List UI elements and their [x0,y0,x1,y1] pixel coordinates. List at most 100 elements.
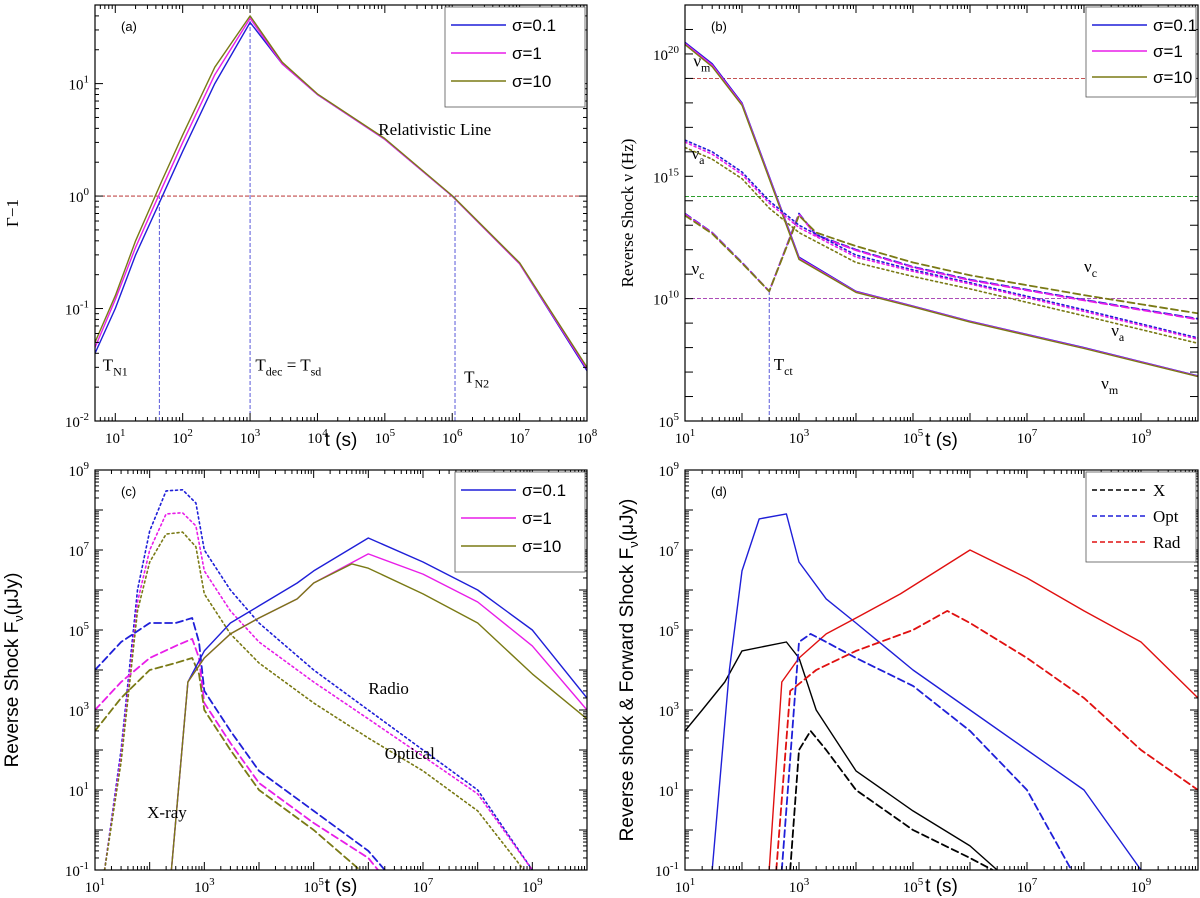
plot-area [685,513,1198,870]
text-part: ν [691,144,699,163]
x-tick-label: 101 [85,876,106,896]
x-tick-label: 101 [105,427,126,447]
tick-base: 10 [659,464,674,480]
x-tick-label: 103 [194,876,215,896]
tick-base: 10 [69,624,84,640]
x-tick-label: 106 [442,427,463,447]
tick-exponent: 3 [209,876,215,888]
tick-exponent: 5 [674,620,680,632]
text-part: c [1092,266,1097,280]
tick-exponent: 0 [84,186,90,198]
annotation: νa [1111,321,1125,344]
tick-exponent: 7 [674,540,680,552]
text-part: ct [784,364,793,378]
x-tick-label: 101 [675,427,696,447]
text-part: X-ray [147,803,187,822]
series-line [685,139,1198,339]
legend-label: σ=1 [1153,42,1183,61]
x-tick-label: 102 [172,427,193,447]
series-line [685,214,1198,315]
series-line [95,657,361,870]
tick-exponent: 5 [674,411,680,423]
x-tick-label: 109 [1131,876,1152,896]
tick-exponent: 3 [255,427,261,439]
y-axis-title: Reverse Shock ν (Hz) [618,139,637,288]
panel-label: (b) [711,19,727,34]
y-tick-label: 10-1 [65,860,89,880]
tick-base: 10 [509,431,524,447]
x-tick-label: 105 [903,876,924,896]
x-tick-label: 103 [789,876,810,896]
annotation: Tct [774,355,794,378]
legend-label: σ=10 [1153,68,1192,87]
legend-box [1085,471,1197,563]
x-tick-label: 105 [375,427,396,447]
x-tick-label: 108 [577,427,598,447]
tick-base: 10 [659,704,674,720]
x-tick-label: 107 [1017,427,1038,447]
annotation: νc [1084,257,1097,280]
y-tick-label: 1015 [653,166,680,186]
legend: σ=0.1 σ=1 σ=10 [454,471,586,573]
tick-base: 10 [655,864,670,880]
y-tick-label: 109 [659,460,680,480]
tick-base: 10 [789,880,804,896]
x-tick-label: 107 [413,876,434,896]
panel-label: (d) [711,484,727,499]
x-axis-title: t (s) [325,876,358,897]
tick-base: 10 [659,784,674,800]
tick-exponent: 7 [524,427,530,439]
text-part: = T [282,356,311,375]
tick-base: 10 [303,880,318,896]
tick-exponent: 1 [674,780,680,792]
text-part: T [103,356,114,375]
y-tick-label: 109 [69,460,90,480]
series-line [768,549,1198,870]
y-tick-label: 10-2 [65,411,89,431]
tick-base: 10 [522,880,537,896]
y-tick-label: 101 [659,780,680,800]
tick-exponent: 3 [804,876,810,888]
plot-area [95,15,587,421]
tick-base: 10 [659,624,674,640]
tick-exponent: 5 [390,427,396,439]
x-tick-label: 101 [675,876,696,896]
x-tick-label: 104 [307,427,328,447]
y-tick-label: 101 [69,74,90,94]
tick-base: 10 [69,78,84,94]
x-tick-label: 105 [303,876,324,896]
text-part: N1 [113,365,128,379]
legend-label: σ=10 [522,537,561,556]
tick-exponent: 9 [1146,876,1152,888]
tick-exponent: 7 [428,876,434,888]
y-tick-label: 100 [69,186,90,206]
text-part: ν [1084,257,1092,276]
y-tick-label: 10-1 [65,299,89,319]
text-part: ν [1101,374,1109,393]
panel-a: 101 102 103 104 105 106 107 10810-210-1100101t … [3,4,598,451]
tick-base: 10 [659,544,674,560]
tick-exponent: 9 [84,460,90,472]
text-part: ν [693,52,701,71]
annotation: Relativistic Line [378,120,491,139]
text-part: T [255,356,266,375]
tick-base: 10 [375,431,390,447]
tick-exponent: 9 [537,876,543,888]
series-line [789,730,994,870]
legend-label: Rad [1153,533,1181,552]
y-title-unit: (μJy) [2,573,23,616]
y-title-sub: ν [11,615,26,622]
tick-exponent: 5 [84,620,90,632]
tick-base: 10 [653,293,668,309]
series-line [780,633,1073,870]
tick-exponent: 5 [918,876,924,888]
y-title-main: Γ−1 [3,199,22,227]
tick-base: 10 [675,431,690,447]
legend-label: σ=0.1 [1153,16,1197,35]
annotation: νm [1101,374,1119,397]
y-title-sub: ν [626,541,641,548]
tick-base: 10 [69,190,84,206]
